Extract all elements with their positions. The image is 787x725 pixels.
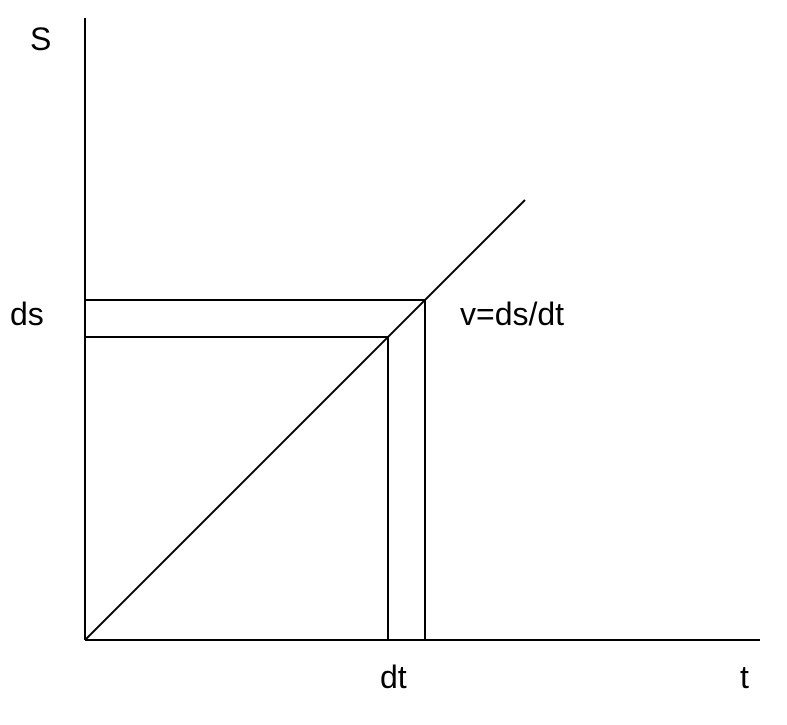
ds-label: ds: [10, 296, 44, 332]
y-axis-label: S: [30, 21, 51, 57]
velocity-diagram: S t ds dt v=ds/dt: [0, 0, 787, 725]
x-axis-label: t: [740, 659, 749, 695]
equation-label: v=ds/dt: [460, 296, 564, 332]
dt-label: dt: [380, 659, 407, 695]
diagonal-line: [85, 200, 525, 640]
